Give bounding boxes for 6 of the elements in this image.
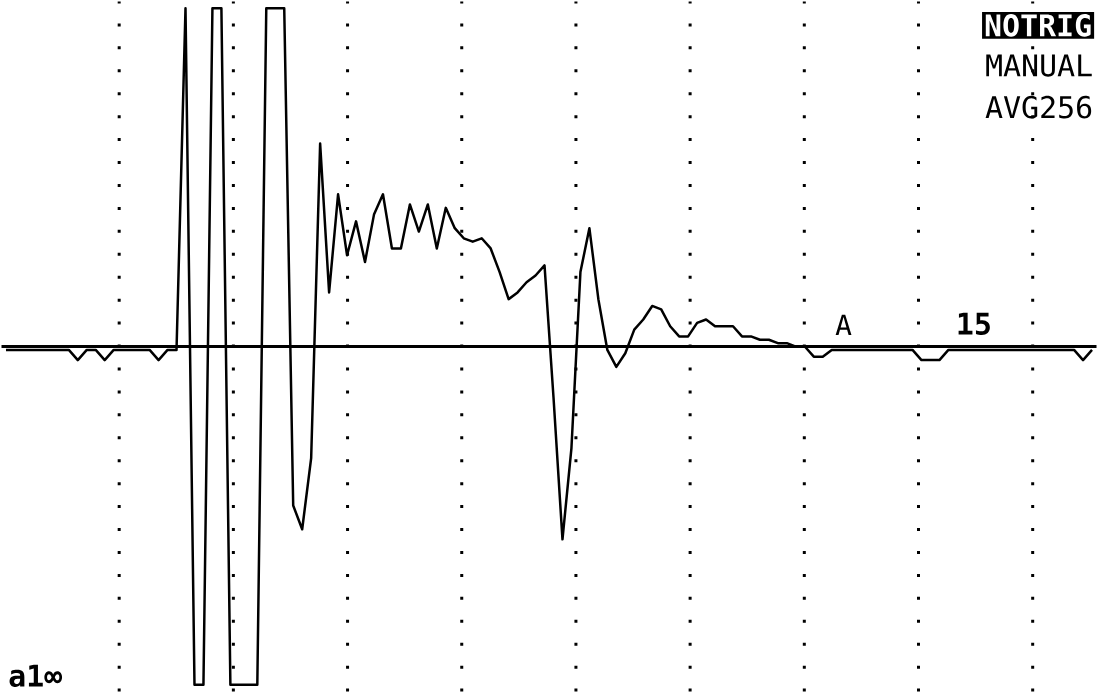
annotation: NOTRIG [985, 13, 1091, 37]
annotation: MANUAL [986, 54, 1092, 77]
annotation: 15 [958, 312, 990, 335]
annotation: a1∞ [9, 664, 63, 687]
annotation: AVG256 [985, 95, 1092, 119]
annotation: A [835, 314, 852, 335]
